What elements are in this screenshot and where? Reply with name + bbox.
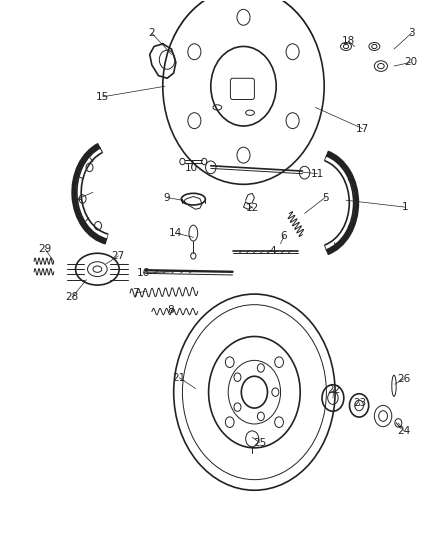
Text: 20: 20 — [403, 58, 416, 67]
Text: 4: 4 — [269, 246, 276, 256]
Text: 8: 8 — [167, 305, 173, 315]
Text: 11: 11 — [310, 169, 324, 179]
Text: 17: 17 — [355, 124, 368, 134]
Text: 23: 23 — [353, 398, 366, 408]
Text: 15: 15 — [96, 92, 109, 102]
Text: 9: 9 — [163, 192, 170, 203]
Text: 25: 25 — [252, 438, 266, 448]
Text: 27: 27 — [111, 251, 125, 261]
Text: 2: 2 — [148, 28, 155, 38]
Text: 10: 10 — [184, 164, 197, 173]
Text: 22: 22 — [326, 384, 339, 394]
Text: 1: 1 — [71, 195, 78, 205]
Text: 14: 14 — [169, 228, 182, 238]
Text: 3: 3 — [407, 28, 414, 38]
Text: 29: 29 — [38, 244, 52, 254]
Text: 16: 16 — [136, 268, 149, 278]
Text: 18: 18 — [341, 36, 354, 46]
Text: 28: 28 — [65, 292, 78, 302]
Text: 6: 6 — [280, 231, 287, 241]
Text: 7: 7 — [132, 288, 139, 298]
Text: 5: 5 — [321, 192, 328, 203]
Text: 12: 12 — [245, 203, 258, 213]
Text: 1: 1 — [401, 202, 407, 212]
Text: 21: 21 — [172, 373, 186, 383]
Text: 24: 24 — [396, 426, 409, 436]
Text: 26: 26 — [396, 374, 409, 384]
